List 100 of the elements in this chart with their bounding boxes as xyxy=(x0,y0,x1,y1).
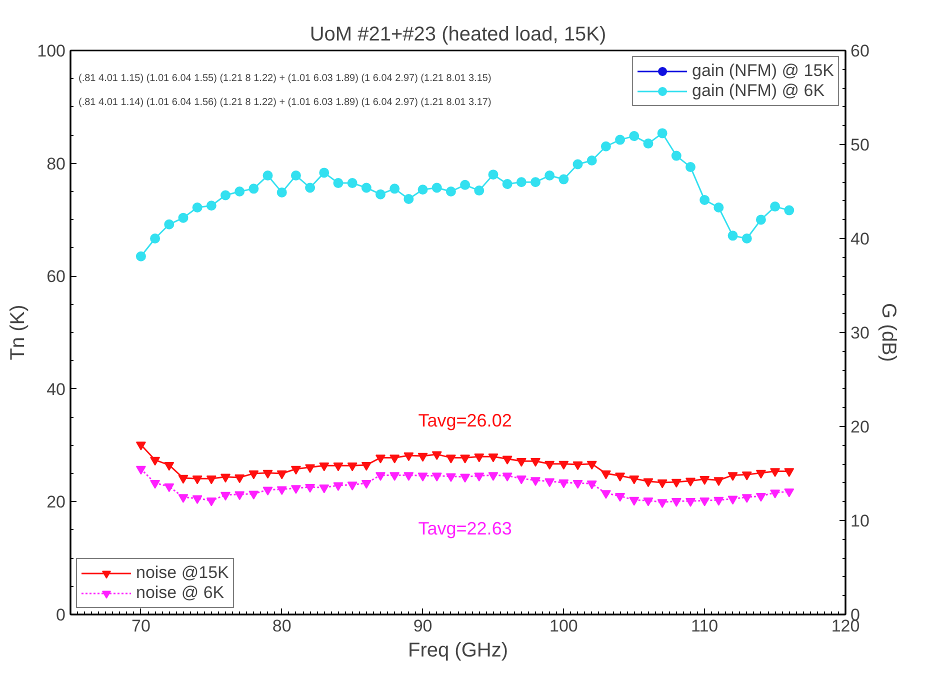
point xyxy=(572,480,583,489)
point xyxy=(756,214,766,225)
point xyxy=(615,134,626,145)
point xyxy=(728,472,738,481)
x-tick-label: 100 xyxy=(550,616,578,636)
point xyxy=(474,186,484,196)
point xyxy=(770,468,780,477)
point xyxy=(600,490,611,499)
y-tick-label: 20 xyxy=(46,492,66,512)
y-tick-label: 40 xyxy=(46,380,66,399)
point xyxy=(686,498,696,507)
point xyxy=(164,483,174,492)
annotation: (.81 4.01 1.15) (1.01 6.04 1.55) (1.21 8 1.22) + (1.01 6.03 1.89) (1 6.04 2.97) (1.21 8.01 3.15) xyxy=(78,73,492,84)
point xyxy=(206,200,216,211)
point xyxy=(418,472,428,482)
point xyxy=(742,494,752,503)
point xyxy=(502,472,512,482)
point xyxy=(418,184,428,195)
point xyxy=(361,480,372,489)
point xyxy=(404,194,414,204)
point xyxy=(572,461,583,470)
point xyxy=(600,470,611,480)
point xyxy=(432,451,442,460)
point xyxy=(206,475,216,484)
point xyxy=(700,194,710,205)
point xyxy=(714,496,724,506)
point xyxy=(290,466,301,475)
point xyxy=(220,492,230,501)
point xyxy=(600,141,611,152)
point xyxy=(305,484,316,493)
point xyxy=(629,131,640,142)
point xyxy=(615,472,626,482)
point xyxy=(728,496,738,505)
point xyxy=(770,202,780,212)
legend-label: gain (NFM) @ 6K xyxy=(692,81,825,101)
point xyxy=(234,186,245,196)
point xyxy=(390,472,400,481)
point xyxy=(276,486,287,495)
y-tick-label: 80 xyxy=(46,154,66,174)
x-tick-label: 90 xyxy=(413,616,432,636)
point xyxy=(305,182,316,193)
point xyxy=(756,492,766,502)
point xyxy=(629,496,640,506)
point xyxy=(488,170,498,180)
point xyxy=(361,182,372,193)
point xyxy=(290,170,301,181)
point xyxy=(390,454,400,464)
point xyxy=(347,178,358,188)
point xyxy=(544,460,555,470)
point xyxy=(784,205,794,216)
point xyxy=(474,453,484,462)
point xyxy=(714,202,724,212)
point xyxy=(488,472,498,481)
point xyxy=(404,472,414,481)
point xyxy=(404,452,414,462)
point xyxy=(248,184,259,194)
point xyxy=(333,178,344,188)
point xyxy=(164,462,174,471)
point xyxy=(530,458,540,467)
point xyxy=(234,491,245,500)
point xyxy=(164,219,174,230)
point xyxy=(671,478,682,488)
point xyxy=(361,462,372,471)
y2-tick-label: 60 xyxy=(850,42,870,60)
x-tick-label: 70 xyxy=(132,616,150,636)
point xyxy=(390,184,400,194)
point xyxy=(643,138,654,149)
point xyxy=(516,177,526,188)
point xyxy=(586,155,597,166)
point xyxy=(319,168,330,178)
y2-tick-label: 20 xyxy=(850,418,870,436)
point xyxy=(544,170,555,181)
point xyxy=(643,478,654,488)
point xyxy=(178,494,188,503)
point xyxy=(686,162,696,172)
point xyxy=(446,454,456,464)
point xyxy=(305,464,316,473)
point xyxy=(643,497,654,506)
point xyxy=(136,466,146,475)
y-tick-label: 60 xyxy=(46,267,66,286)
point xyxy=(206,497,216,506)
point xyxy=(742,234,752,244)
chart-title: UoM #21+#23 (heated load, 15K) xyxy=(310,24,606,46)
point xyxy=(784,488,794,498)
point xyxy=(657,128,668,138)
point xyxy=(516,475,526,484)
point xyxy=(460,180,470,190)
point xyxy=(530,177,540,188)
y-tick-label: 100 xyxy=(37,42,66,60)
point xyxy=(460,454,470,464)
annotation: (.81 4.01 1.14) (1.01 6.04 1.56) (1.21 8 1.22) + (1.01 6.03 1.89) (1 6.04 2.97) (1.21 8.01 3.17) xyxy=(78,97,492,108)
annotation: Tavg=26.02 xyxy=(418,410,512,431)
point xyxy=(150,234,160,244)
y2-axis-title: G (dB) xyxy=(877,303,900,362)
point xyxy=(502,456,512,465)
point xyxy=(770,490,780,498)
point xyxy=(347,482,358,490)
y2-tick-label: 50 xyxy=(850,136,870,154)
x-tick-label: 110 xyxy=(691,616,718,636)
point xyxy=(446,473,456,482)
